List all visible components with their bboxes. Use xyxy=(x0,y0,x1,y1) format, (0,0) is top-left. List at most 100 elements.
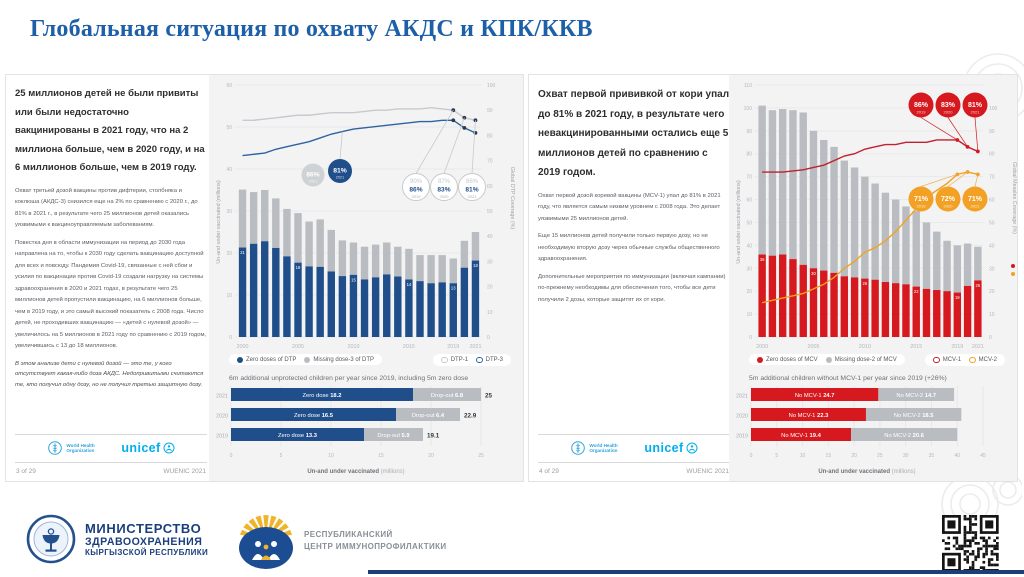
svg-text:80: 80 xyxy=(989,152,995,158)
svg-text:Drop-out 6.8: Drop-out 6.8 xyxy=(431,393,464,399)
svg-text:2010: 2010 xyxy=(347,344,359,350)
svg-text:10: 10 xyxy=(487,310,493,316)
qr-code xyxy=(942,515,999,577)
svg-text:Un-and under vaccinated (milli: Un-and under vaccinated (millions) xyxy=(307,469,404,475)
who-logo: World Health Organization xyxy=(570,440,628,456)
svg-text:70: 70 xyxy=(746,175,752,181)
svg-text:10: 10 xyxy=(226,293,232,299)
svg-text:18: 18 xyxy=(473,263,478,268)
unicef-logo: unicef xyxy=(644,441,698,455)
dtp-footer-block: World Health Organization unicef 3 of 29… xyxy=(15,430,207,475)
svg-text:5: 5 xyxy=(280,453,283,459)
dtp-note: В этом анализе дети с нулевой дозой — эт… xyxy=(15,360,204,389)
divider xyxy=(15,462,207,463)
mcv-headline: Охват первой прививкой от кори упал до 8… xyxy=(538,89,730,178)
svg-text:No MCV-1 22.3: No MCV-1 22.3 xyxy=(789,413,829,419)
svg-text:2021: 2021 xyxy=(971,110,981,115)
mcv-chart-area: 0 10 20 30 40 50 60 70 80 90 100 110 0 10 20 30 40 50 60 70… xyxy=(729,75,1017,481)
svg-text:25: 25 xyxy=(877,453,883,459)
svg-text:70: 70 xyxy=(487,159,493,165)
svg-text:2019: 2019 xyxy=(917,204,927,209)
svg-text:2021: 2021 xyxy=(736,393,748,399)
who-logo-label: World Health Organization xyxy=(589,442,618,453)
svg-text:50: 50 xyxy=(226,125,232,131)
svg-text:2019: 2019 xyxy=(216,433,228,439)
divider xyxy=(538,434,730,435)
dtp-legend: Zero doses of DTP Missing dose-3 of DTP DT… xyxy=(213,354,523,366)
svg-text:Un-and under vaccinated (milli: Un-and under vaccinated (millions) xyxy=(736,180,742,263)
svg-text:30: 30 xyxy=(487,259,493,265)
who-logo-label: World Health Organization xyxy=(66,442,95,453)
svg-text:20: 20 xyxy=(989,289,995,295)
svg-text:100: 100 xyxy=(744,106,753,112)
svg-text:0: 0 xyxy=(750,453,753,459)
source-label: WUENIC 2021 xyxy=(686,468,729,475)
svg-text:2019: 2019 xyxy=(412,194,422,199)
dtp-trend-chart: 0 10 20 30 40 50 60 0 10 20 30 40 50 60 70 80 90 100 21 18 1… xyxy=(213,79,523,358)
svg-text:40: 40 xyxy=(989,243,995,249)
svg-text:13: 13 xyxy=(451,286,456,291)
svg-text:0: 0 xyxy=(749,335,752,341)
svg-text:30: 30 xyxy=(226,209,232,215)
svg-text:50: 50 xyxy=(989,220,995,226)
svg-text:60: 60 xyxy=(487,184,493,190)
svg-text:2021: 2021 xyxy=(469,344,481,350)
svg-text:40: 40 xyxy=(226,167,232,173)
dtp-chart-area: 0 10 20 30 40 50 60 0 10 20 30 40 50 60 70 80 90 100 21 18 1… xyxy=(209,75,523,481)
svg-text:No MCV-2 18.5: No MCV-2 18.5 xyxy=(894,413,934,419)
svg-text:2010: 2010 xyxy=(859,344,871,350)
svg-text:2020: 2020 xyxy=(216,413,228,419)
svg-text:35: 35 xyxy=(929,453,935,459)
svg-text:30: 30 xyxy=(903,453,909,459)
svg-text:2021: 2021 xyxy=(972,344,984,350)
unicef-emblem-icon xyxy=(163,442,175,454)
center-line-1: РЕСПУБЛИКАНСКИЙ xyxy=(304,529,393,539)
svg-text:20: 20 xyxy=(851,453,857,459)
svg-text:26: 26 xyxy=(863,281,868,286)
svg-text:90: 90 xyxy=(989,129,995,135)
svg-text:90: 90 xyxy=(746,129,752,135)
svg-text:19: 19 xyxy=(955,295,960,300)
page-number: 4 of 29 xyxy=(539,468,559,475)
svg-text:Zero dose 18.2: Zero dose 18.2 xyxy=(302,393,341,399)
svg-text:83%: 83% xyxy=(437,187,450,194)
svg-text:81%: 81% xyxy=(968,102,983,109)
svg-text:20: 20 xyxy=(226,251,232,257)
svg-text:10: 10 xyxy=(989,312,995,318)
ministry-line-1: МИНИСТЕРСТВО xyxy=(85,521,202,536)
svg-text:40: 40 xyxy=(954,453,960,459)
svg-text:0: 0 xyxy=(230,453,233,459)
source-label: WUENIC 2021 xyxy=(163,468,206,475)
mcv-paragraph-1: Охват первой дозой коревой вакцины (MCV-… xyxy=(538,192,721,222)
ministry-emblem-icon xyxy=(26,514,76,564)
svg-text:81%: 81% xyxy=(333,168,347,175)
who-logo: World Health Organization xyxy=(47,440,105,456)
svg-text:2021: 2021 xyxy=(971,204,981,209)
ministry-line-2: ЗДРАВООХРАНЕНИЯ xyxy=(85,536,203,548)
svg-text:5: 5 xyxy=(775,453,778,459)
svg-text:No MCV-1 24.7: No MCV-1 24.7 xyxy=(795,393,835,399)
svg-text:90: 90 xyxy=(487,108,493,114)
svg-text:20: 20 xyxy=(746,289,752,295)
svg-text:83%: 83% xyxy=(941,102,956,109)
svg-text:30: 30 xyxy=(746,266,752,272)
svg-text:86%: 86% xyxy=(914,102,929,109)
svg-text:70: 70 xyxy=(989,175,995,181)
dtp-rows-chart: 0 5 10 15 20 25 2021 Zero dose 18.2 Drop-out 6.8… xyxy=(213,384,523,481)
svg-text:2000: 2000 xyxy=(237,344,249,350)
svg-text:2000: 2000 xyxy=(756,344,768,350)
dtp-headline: 25 миллионов детей не были привиты или б… xyxy=(15,88,205,174)
svg-text:0: 0 xyxy=(487,335,490,341)
svg-text:Zero dose 13.3: Zero dose 13.3 xyxy=(278,433,318,439)
svg-text:71%: 71% xyxy=(968,196,983,203)
svg-text:2021: 2021 xyxy=(309,180,317,184)
svg-text:2021: 2021 xyxy=(468,194,478,199)
svg-text:2021: 2021 xyxy=(336,176,344,180)
svg-text:21: 21 xyxy=(240,250,245,255)
svg-text:50: 50 xyxy=(746,220,752,226)
svg-text:No MCV-1 19.4: No MCV-1 19.4 xyxy=(781,433,821,439)
svg-text:2020: 2020 xyxy=(944,204,954,209)
svg-text:45: 45 xyxy=(980,453,986,459)
svg-text:2005: 2005 xyxy=(808,344,820,350)
svg-text:2019: 2019 xyxy=(736,433,748,439)
